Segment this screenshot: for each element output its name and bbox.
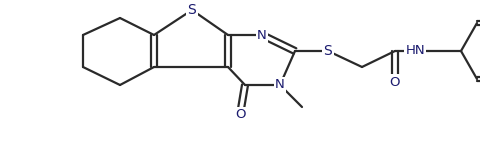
Text: S: S xyxy=(323,44,332,58)
Text: methyl: methyl xyxy=(304,110,309,111)
Text: N: N xyxy=(257,28,266,42)
Text: O: O xyxy=(234,108,245,122)
Text: methyl: methyl xyxy=(294,107,299,108)
Text: O: O xyxy=(389,75,399,88)
Text: HN: HN xyxy=(405,45,424,57)
Text: N: N xyxy=(275,78,284,92)
Text: S: S xyxy=(187,3,196,17)
